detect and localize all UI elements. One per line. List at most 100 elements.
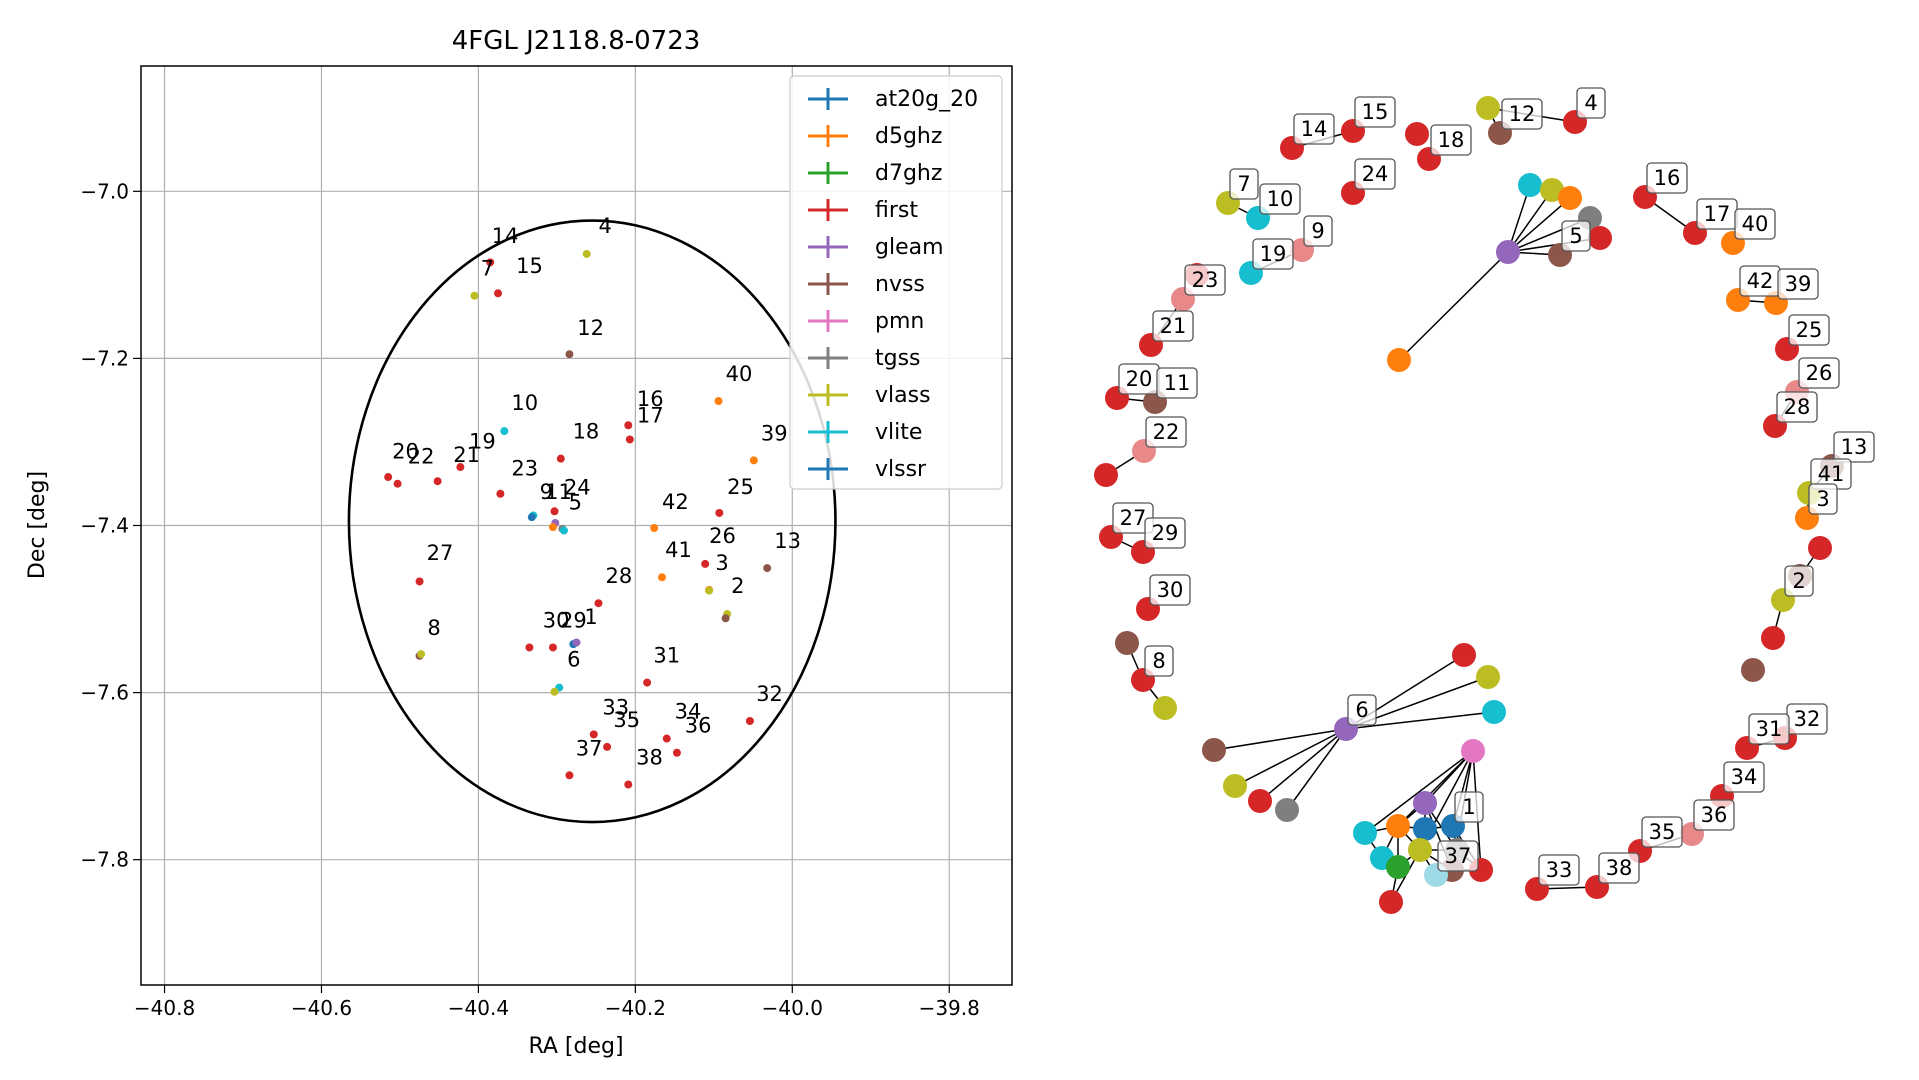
network-node-label: 35 bbox=[1641, 816, 1683, 848]
point-label: 20 bbox=[392, 440, 419, 464]
network-node bbox=[1461, 739, 1485, 763]
plot-frame bbox=[140, 65, 1013, 986]
x-tick-label: −40.0 bbox=[762, 996, 823, 1020]
network-node bbox=[1452, 643, 1476, 667]
legend-entry: vlssr bbox=[808, 457, 927, 482]
node-label-text: 21 bbox=[1160, 314, 1187, 338]
network-node-label: 19 bbox=[1252, 238, 1294, 270]
node-label-text: 27 bbox=[1120, 506, 1147, 530]
node-label-box bbox=[1252, 238, 1294, 270]
node-label-text: 20 bbox=[1126, 367, 1153, 391]
point-label: 6 bbox=[567, 648, 580, 672]
legend-entry: nvss bbox=[808, 272, 925, 297]
data-point bbox=[658, 573, 667, 582]
point-label: 12 bbox=[577, 316, 604, 340]
source-points bbox=[384, 249, 772, 789]
network-node bbox=[1558, 186, 1582, 210]
point-label: 40 bbox=[726, 362, 753, 386]
data-point bbox=[721, 614, 730, 623]
network-node-label: 25 bbox=[1788, 314, 1830, 346]
node-label-text: 30 bbox=[1157, 578, 1184, 602]
node-label-box bbox=[1303, 215, 1333, 247]
network-node-label: 28 bbox=[1776, 391, 1818, 423]
network-node bbox=[1223, 774, 1247, 798]
node-label-text: 6 bbox=[1355, 698, 1368, 722]
point-label: 41 bbox=[665, 538, 692, 562]
network-node bbox=[1476, 665, 1500, 689]
point-label: 36 bbox=[685, 714, 712, 738]
point-label: 2 bbox=[731, 574, 744, 598]
node-label-box bbox=[1561, 220, 1591, 252]
network-node-label: 4 bbox=[1576, 87, 1606, 119]
y-tick-label: −7.0 bbox=[80, 179, 129, 203]
point-label: 21 bbox=[453, 443, 480, 467]
node-label-box bbox=[1152, 310, 1194, 342]
network-node-label: 37 bbox=[1437, 840, 1479, 872]
point-label: 9 bbox=[540, 480, 553, 504]
network-node-label: 3 bbox=[1808, 483, 1838, 515]
node-label-box bbox=[1144, 517, 1186, 549]
node-label-text: 26 bbox=[1806, 361, 1833, 385]
legend-label: gleam bbox=[875, 235, 944, 260]
data-point bbox=[624, 421, 633, 430]
node-label-text: 42 bbox=[1747, 269, 1774, 293]
data-point bbox=[715, 508, 724, 517]
point-label: 29 bbox=[560, 608, 587, 632]
node-label-box bbox=[1646, 162, 1688, 194]
legend-entry: vlite bbox=[808, 420, 922, 445]
point-label: 33 bbox=[602, 695, 629, 719]
scatter-panel: −40.8 −40.6 −40.4 −40.2 −40.0 −39.8 −7.8−7.6−… bbox=[25, 26, 1013, 1059]
network-node bbox=[1741, 658, 1765, 682]
network-edge bbox=[1397, 750, 1474, 827]
data-point bbox=[714, 397, 723, 406]
node-label-text: 32 bbox=[1794, 707, 1821, 731]
network-node-label: 23 bbox=[1184, 264, 1226, 296]
node-label-box bbox=[1229, 168, 1259, 200]
node-label-box bbox=[1641, 816, 1683, 848]
point-label: 26 bbox=[709, 524, 736, 548]
data-point bbox=[594, 599, 603, 608]
network-node bbox=[1808, 536, 1832, 560]
node-label-box bbox=[1144, 645, 1174, 677]
y-tick-label: −7.4 bbox=[80, 514, 129, 538]
data-point bbox=[417, 650, 426, 659]
point-label: 24 bbox=[564, 476, 591, 500]
point-label: 3 bbox=[715, 551, 728, 575]
point-label: 10 bbox=[511, 391, 538, 415]
network-node bbox=[1413, 817, 1437, 841]
point-label: 7 bbox=[481, 257, 494, 281]
x-tick-label: −40.4 bbox=[448, 996, 509, 1020]
network-node bbox=[1476, 96, 1500, 120]
data-point bbox=[548, 643, 557, 652]
legend-entry: tgss bbox=[808, 346, 921, 371]
network-node-label: 42 bbox=[1739, 265, 1781, 297]
node-label-box bbox=[1538, 854, 1580, 886]
data-point bbox=[650, 524, 659, 533]
legend-entry: first bbox=[808, 198, 918, 223]
node-label-text: 41 bbox=[1818, 462, 1845, 486]
node-label-text: 2 bbox=[1792, 569, 1805, 593]
node-label-text: 39 bbox=[1785, 272, 1812, 296]
legend-label: d7ghz bbox=[875, 161, 942, 186]
network-node-label: 27 bbox=[1112, 502, 1154, 534]
data-point bbox=[556, 454, 565, 463]
network-edge bbox=[1507, 197, 1571, 253]
node-label-text: 10 bbox=[1267, 187, 1294, 211]
point-label: 35 bbox=[613, 708, 640, 732]
data-point bbox=[494, 289, 503, 298]
x-tick-label: −40.2 bbox=[605, 996, 666, 1020]
data-point bbox=[415, 577, 424, 586]
network-node-label: 34 bbox=[1723, 761, 1765, 793]
network-node bbox=[1353, 821, 1377, 845]
node-label-text: 14 bbox=[1301, 117, 1328, 141]
node-label-box bbox=[1501, 98, 1543, 130]
node-label-text: 37 bbox=[1445, 844, 1472, 868]
node-label-box bbox=[1437, 840, 1479, 872]
point-label: 8 bbox=[427, 616, 440, 640]
network-node-label: 22 bbox=[1145, 416, 1187, 448]
node-label-text: 40 bbox=[1742, 212, 1769, 236]
network-node-label: 14 bbox=[1293, 113, 1335, 145]
node-label-text: 9 bbox=[1311, 219, 1324, 243]
